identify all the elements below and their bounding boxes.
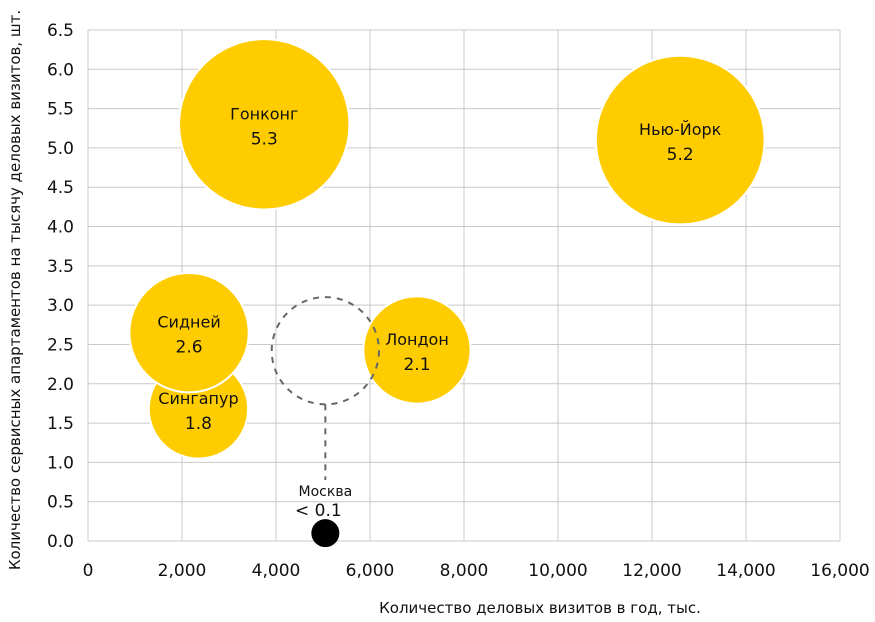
tick-layer: 0 2,000 4,000 6,000 8,000 10,000 12,000 14,000 1…: [47, 21, 870, 581]
y-tick-label: 2.5: [47, 335, 74, 355]
bubble-value-label: 5.2: [667, 145, 694, 165]
x-tick-label: 6,000: [346, 561, 395, 581]
y-axis-title: Количество сервисных апартаментов на тыс…: [6, 10, 24, 570]
bubble-value-label: 5.3: [251, 129, 278, 149]
bubble-name-label: Нью-Йорк: [639, 120, 722, 139]
x-tick-label: 12,000: [622, 561, 681, 581]
y-tick-label: 4.5: [47, 178, 74, 198]
bubble-name-label: Сингапур: [158, 389, 238, 408]
bubble-value-label: 2.1: [403, 355, 430, 375]
y-tick-label: 5.0: [47, 139, 74, 159]
y-tick-label: 0.5: [47, 493, 74, 513]
x-tick-label: 10,000: [528, 561, 587, 581]
y-tick-label: 6.5: [47, 21, 74, 41]
bubble-name-label: Лондон: [385, 330, 449, 349]
x-tick-label: 4,000: [252, 561, 301, 581]
bubble-name-label: Сидней: [157, 313, 220, 332]
y-tick-label: 3.0: [47, 296, 74, 316]
moscow-point: [311, 519, 340, 548]
bubble-4: [362, 295, 472, 405]
moscow-outline-circle: [270, 296, 380, 406]
bubble-name-label: Гонконг: [230, 104, 298, 123]
y-tick-label: 1.0: [47, 453, 74, 473]
bubble-layer: Гонконг 5.3 Нью-Йорк 5.2 Сингапур 1.8 Сидней 2.…: [128, 38, 766, 460]
y-tick-label: 1.5: [47, 414, 74, 434]
y-tick-label: 4.0: [47, 218, 74, 238]
y-tick-label: 0.0: [47, 532, 74, 552]
bubble-2: [128, 272, 250, 394]
x-tick-label: 14,000: [716, 561, 775, 581]
bubble-value-label: 1.8: [185, 414, 212, 434]
y-tick-label: 2.0: [47, 375, 74, 395]
y-tick-label: 6.0: [47, 60, 74, 80]
x-axis-title: Количество деловых визитов в год, тыс.: [379, 599, 701, 617]
annotation-layer: Москва< 0.1: [270, 296, 380, 548]
bubble-value-label: 2.6: [176, 338, 203, 358]
x-tick-label: 16,000: [810, 561, 869, 581]
bubble-1: [594, 54, 766, 226]
moscow-value-label: < 0.1: [295, 501, 342, 521]
y-tick-label: 5.5: [47, 100, 74, 120]
y-tick-label: 3.5: [47, 257, 74, 277]
x-tick-label: 8,000: [440, 561, 489, 581]
moscow-name-label: Москва: [299, 484, 353, 500]
x-tick-label: 0: [83, 561, 94, 581]
title-layer: Количество деловых визитов в год, тыс. К…: [6, 10, 701, 617]
x-tick-label: 2,000: [158, 561, 207, 581]
bubble-0: [178, 38, 351, 211]
